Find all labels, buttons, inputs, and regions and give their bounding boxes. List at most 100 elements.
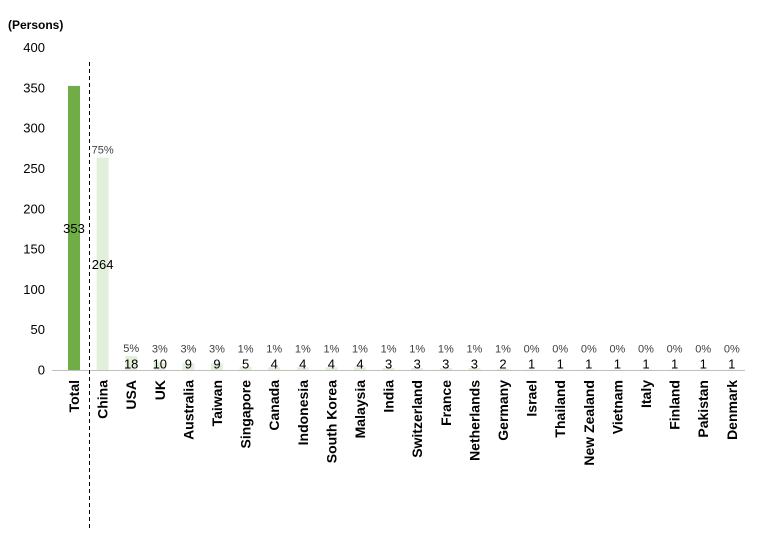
bar-france [439,368,452,371]
value-label: 18 [124,357,138,372]
bar-malaysia [354,367,366,371]
percent-label: 0% [695,344,711,356]
value-label: 1 [528,357,535,372]
value-label: 353 [63,221,85,236]
x-tick-label: New Zealand [581,380,597,466]
x-tick-label: Australia [180,380,196,440]
y-axis: 0 50 100 150 200 250 300 350 400 [23,40,45,378]
data-labels: 353 264 18 10 9 9 5 4 4 4 4 3 3 3 3 2 1 1 1 1 1 1 1 1 75% 5% 3% 3% 3… [63,145,740,372]
x-tick-label: Taiwan [209,380,225,426]
y-axis-unit-label: (Persons) [8,18,63,32]
x-tick-label: Denmark [724,380,740,440]
y-tick-label: 100 [23,282,45,297]
percent-label: 1% [409,344,425,356]
bar-switzerland [411,368,424,371]
percent-label: 1% [238,344,254,356]
x-tick-label: USA [123,380,139,410]
x-axis: Total China USA UK Australia Taiwan Singapore C… [52,62,745,530]
percent-label: 1% [438,344,454,356]
x-tick-label: Italy [638,380,654,408]
x-tick-label: Israel [524,380,540,417]
y-tick-label: 300 [23,121,45,136]
percent-label: 1% [381,344,397,356]
bar-singapore [239,366,252,371]
percent-label: 1% [295,344,311,356]
value-label: 9 [185,357,192,372]
bar-usa [125,355,138,371]
x-tick-label: UK [152,380,168,400]
percent-label: 0% [609,344,625,356]
bar-total [68,85,80,371]
percent-label: 0% [552,344,568,356]
bar-germany [497,368,509,371]
bar-uk [153,362,166,371]
value-label: 1 [728,357,735,372]
value-label: 264 [92,257,114,272]
value-label: 2 [499,357,506,372]
x-tick-label: Vietnam [609,380,625,434]
value-label: 4 [328,357,335,372]
y-tick-label: 200 [23,201,45,216]
y-tick-label: 0 [38,363,45,378]
x-tick-label: Malaysia [352,380,368,439]
y-tick-label: 250 [23,161,45,176]
x-tick-label: South Korea [323,380,339,463]
value-label: 4 [356,357,363,372]
x-tick-label: France [438,380,454,426]
y-tick-label: 400 [23,40,45,55]
percent-label: 5% [123,343,139,355]
x-tick-label: Pakistan [695,380,711,438]
value-label: 9 [213,357,220,372]
bar-taiwan [211,363,223,371]
y-tick-label: 50 [31,322,45,337]
bar-south-korea [325,367,338,371]
percent-label: 1% [266,344,282,356]
bar-india [382,368,395,371]
bar-canada [268,367,281,371]
percent-label: 0% [581,344,597,356]
percent-label: 3% [180,344,196,356]
value-label: 4 [299,357,306,372]
x-tick-label: Singapore [238,380,254,449]
x-tick-label: Indonesia [295,380,311,446]
x-tick-label: Total [66,380,82,412]
x-tick-label: Finland [667,380,683,430]
bar-netherlands [468,368,481,371]
x-tick-label: Netherlands [466,380,482,461]
percent-label: 0% [667,344,683,356]
value-label: 3 [385,357,392,372]
value-label: 10 [153,357,167,372]
x-tick-label: China [95,380,111,419]
value-label: 1 [557,357,564,372]
value-label: 3 [471,357,478,372]
value-label: 4 [271,357,278,372]
value-label: 1 [614,357,621,372]
percent-label: 1% [323,344,339,356]
y-tick-label: 150 [23,242,45,257]
value-label: 1 [671,357,678,372]
percent-label: 1% [495,344,511,356]
value-label: 1 [585,357,592,372]
value-label: 3 [414,357,421,372]
value-label: 1 [642,357,649,372]
value-label: 3 [442,357,449,372]
percent-label: 1% [466,344,482,356]
x-tick-label: India [381,380,397,413]
bars-group [68,85,738,371]
x-tick-label: Switzerland [409,380,425,458]
percent-label: 0% [638,344,654,356]
percent-label: 3% [209,344,225,356]
x-tick-label: Germany [495,380,511,441]
bar-australia [182,363,195,371]
value-label: 1 [700,357,707,372]
percent-label: 3% [152,344,168,356]
percent-label: 0% [524,344,540,356]
x-tick-label: Canada [266,380,282,431]
percent-label: 0% [724,344,740,356]
x-tick-label: Thailand [552,380,568,438]
y-tick-label: 350 [23,80,45,95]
bar-china [96,157,109,371]
value-label: 5 [242,357,249,372]
percent-label: 1% [352,344,368,356]
